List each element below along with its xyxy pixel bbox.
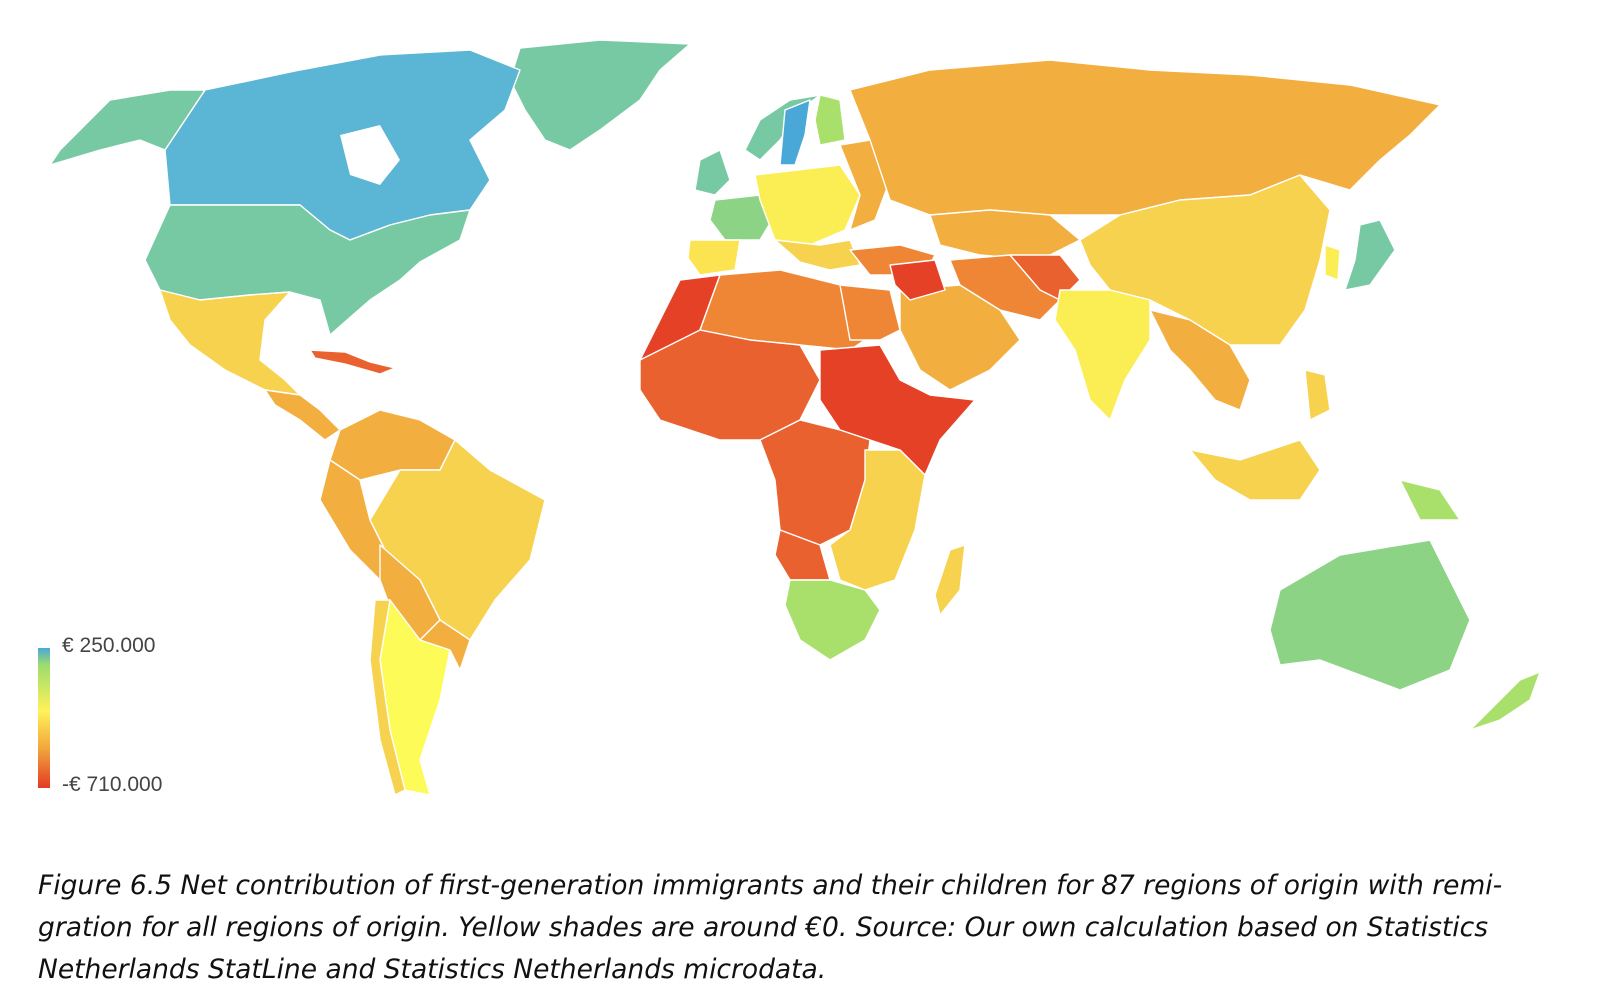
region-central-europe: [754, 164, 861, 246]
region-madagascar: [934, 544, 966, 616]
legend-min-label: -€ 710.000: [62, 773, 163, 796]
region-india: [1054, 289, 1151, 421]
region-new-zealand: [1469, 671, 1541, 731]
region-southeast-asia: [1149, 309, 1251, 411]
legend-color-scale: [38, 648, 50, 788]
caption-line-2: gration for all regions of origin. Yello…: [38, 912, 1489, 943]
region-syria-iraq: [889, 259, 946, 301]
region-caribbean: [309, 349, 396, 375]
region-australia: [1269, 539, 1471, 691]
region-korea: [1324, 244, 1341, 281]
world-choropleth-map: [49, 39, 1541, 796]
region-alaska: [49, 89, 206, 166]
figure-caption: Figure 6.5 Net contribution of first-gen…: [38, 865, 1590, 991]
region-kazakhstan: [929, 209, 1081, 261]
region-png: [1399, 479, 1461, 521]
region-central-america: [264, 389, 341, 441]
region-uruguay-paraguay: [419, 619, 471, 671]
region-mexico: [159, 289, 301, 396]
region-russia: [849, 59, 1441, 216]
region-japan: [1344, 219, 1396, 291]
region-sweden: [779, 99, 811, 166]
region-iberia: [687, 239, 741, 276]
legend-max-label: € 250.000: [62, 634, 156, 657]
region-chile: [369, 599, 406, 796]
region-indonesia: [1189, 439, 1321, 501]
region-italy-balkans: [774, 239, 861, 271]
region-sudan-horn: [819, 344, 976, 476]
region-egypt: [839, 284, 901, 341]
caption-line-1: Figure 6.5 Net contribution of first-gen…: [38, 870, 1503, 901]
caption-line-3: Netherlands StatLine and Statistics Neth…: [38, 954, 827, 985]
region-finland: [814, 94, 846, 146]
region-southern-africa: [784, 579, 881, 661]
region-hudson-bay: [340, 125, 400, 185]
region-greenland: [509, 39, 691, 151]
region-uk: [694, 149, 731, 196]
region-philippines: [1304, 369, 1331, 421]
